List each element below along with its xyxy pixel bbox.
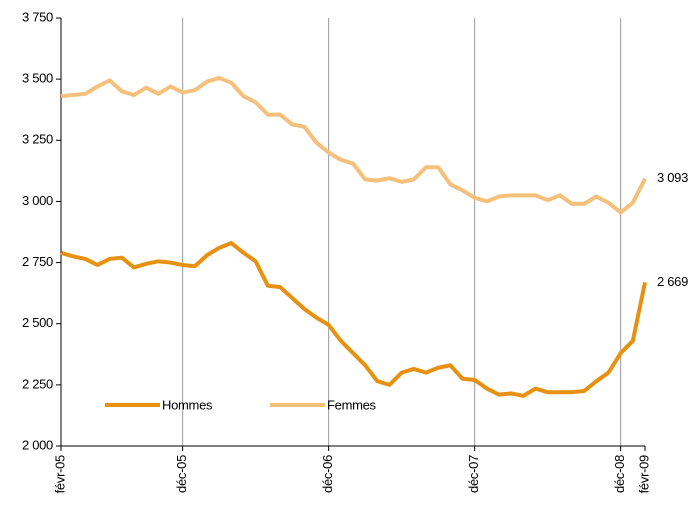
x-tick-label: déc-07 [466, 455, 481, 493]
y-tick-label: 3 250 [22, 132, 53, 147]
y-tick-label: 2 000 [22, 437, 53, 452]
legend-label: Femmes [327, 397, 377, 412]
y-tick-label: 3 750 [22, 9, 53, 24]
line-hommes [60, 241, 647, 398]
x-tick-label: déc-05 [174, 455, 189, 493]
end-label: 3 093 [657, 170, 688, 185]
legend-label: Hommes [162, 397, 213, 412]
end-label: 2 669 [657, 274, 688, 289]
x-tick-label: déc-06 [320, 455, 335, 493]
y-tick-label: 2 500 [22, 315, 53, 330]
x-tick-label: févr-05 [52, 455, 67, 493]
y-tick-label: 3 500 [22, 71, 53, 86]
y-tick-label: 3 000 [22, 193, 53, 208]
y-tick-label: 2 250 [22, 376, 53, 391]
line-femmes [60, 75, 647, 215]
x-tick-label: déc-08 [612, 455, 627, 493]
y-tick-label: 2 750 [22, 254, 53, 269]
x-tick-label: févr-09 [636, 455, 651, 493]
